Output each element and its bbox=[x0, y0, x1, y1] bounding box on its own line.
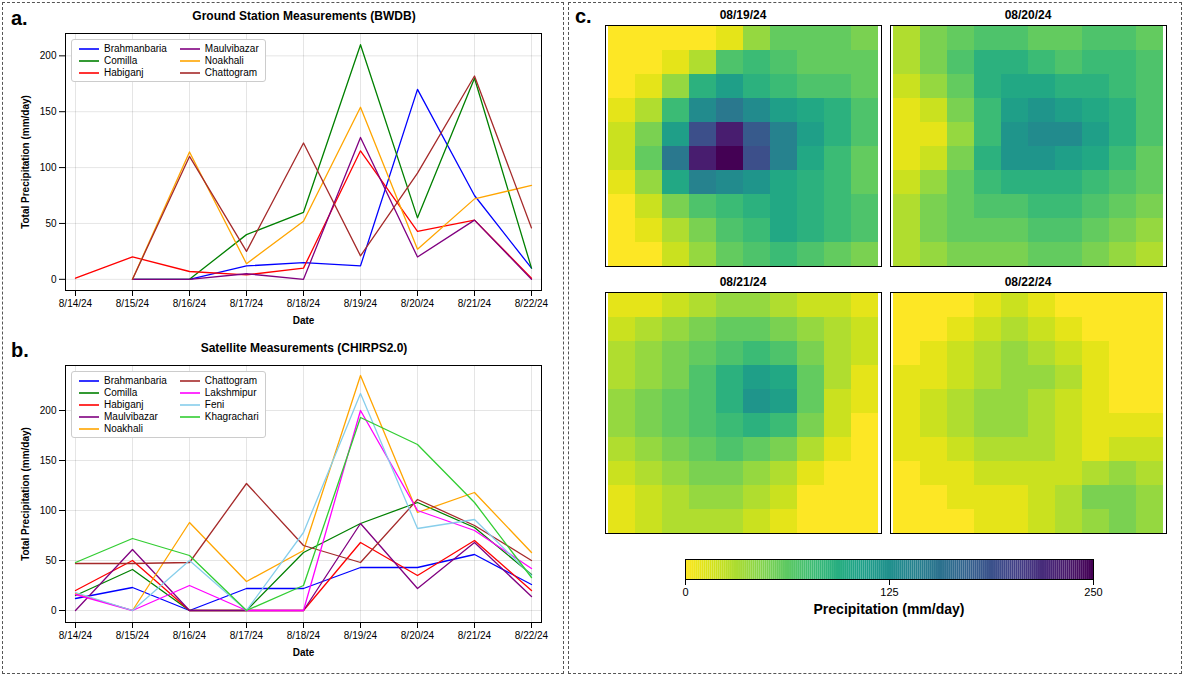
svg-text:8/18/24: 8/18/24 bbox=[287, 630, 321, 641]
svg-text:150: 150 bbox=[40, 455, 57, 466]
html-text:08/19/24: 08/19/24 bbox=[719, 8, 767, 22]
svg-text:8/14/24: 8/14/24 bbox=[59, 630, 93, 641]
svg-text:100: 100 bbox=[40, 162, 57, 173]
svg-text:8/22/24: 8/22/24 bbox=[515, 630, 549, 641]
html-text:Noakhali: Noakhali bbox=[204, 55, 244, 66]
svg-text:8/15/24: 8/15/24 bbox=[116, 298, 150, 309]
svg-text:8/18/24: 8/18/24 bbox=[287, 298, 321, 309]
html-text:Feni: Feni bbox=[204, 399, 225, 410]
svg-text:8/16/24: 8/16/24 bbox=[173, 298, 207, 309]
html-text:Precipitation (mm/day): Precipitation (mm/day) bbox=[813, 601, 965, 617]
svg-text:Date: Date bbox=[293, 315, 315, 326]
html-text:Lakshmipur: Lakshmipur bbox=[204, 387, 257, 398]
svg-text:8/15/24: 8/15/24 bbox=[116, 630, 150, 641]
svg-text:150: 150 bbox=[40, 106, 57, 117]
svg-text:8/16/24: 8/16/24 bbox=[173, 630, 207, 641]
html-text:08/20/24: 08/20/24 bbox=[1004, 8, 1052, 22]
html-text:a.: a. bbox=[11, 7, 28, 29]
svg-text:0: 0 bbox=[51, 605, 57, 616]
html-text:Maulvibazar: Maulvibazar bbox=[104, 411, 158, 422]
svg-text:8/20/24: 8/20/24 bbox=[401, 298, 435, 309]
svg-text:8/14/24: 8/14/24 bbox=[59, 298, 93, 309]
html-text:b.: b. bbox=[11, 339, 29, 361]
html-text:Brahmanbaria: Brahmanbaria bbox=[104, 43, 167, 54]
svg-text:8/22/24: 8/22/24 bbox=[515, 298, 549, 309]
svg-text:8/19/24: 8/19/24 bbox=[344, 298, 378, 309]
html-text:Brahmanbaria: Brahmanbaria bbox=[104, 375, 167, 386]
html-text:Comilla: Comilla bbox=[104, 387, 138, 398]
html-text:Maulvibazar: Maulvibazar bbox=[204, 43, 259, 54]
svg-text:8/17/24: 8/17/24 bbox=[230, 298, 264, 309]
svg-text:50: 50 bbox=[45, 555, 57, 566]
html-text:Ground Station Measurements (B: Ground Station Measurements (BWDB) bbox=[192, 9, 416, 23]
svg-text:200: 200 bbox=[40, 50, 57, 61]
svg-text:0: 0 bbox=[682, 586, 688, 598]
html-text:Chattogram: Chattogram bbox=[204, 375, 258, 386]
svg-text:Date: Date bbox=[293, 647, 315, 658]
html-text:Comilla: Comilla bbox=[104, 55, 138, 66]
svg-text:8/19/24: 8/19/24 bbox=[344, 630, 378, 641]
html-text:08/21/24: 08/21/24 bbox=[719, 275, 767, 289]
svg-text:8/17/24: 8/17/24 bbox=[230, 630, 264, 641]
html-text:Chattogram: Chattogram bbox=[204, 67, 258, 78]
svg-text:50: 50 bbox=[45, 218, 57, 229]
html-text:08/22/24: 08/22/24 bbox=[1004, 275, 1052, 289]
html-text:c.: c. bbox=[575, 5, 592, 27]
svg-text:Total Precipitation (mm/day): Total Precipitation (mm/day) bbox=[20, 95, 31, 229]
svg-text:200: 200 bbox=[40, 405, 57, 416]
svg-text:125: 125 bbox=[880, 586, 898, 598]
html-text:Habiganj: Habiganj bbox=[104, 399, 144, 410]
svg-text:100: 100 bbox=[40, 505, 57, 516]
html-text:Khagrachari: Khagrachari bbox=[204, 411, 259, 422]
svg-text:8/20/24: 8/20/24 bbox=[401, 630, 435, 641]
svg-text:0: 0 bbox=[51, 274, 57, 285]
html-text:Habiganj: Habiganj bbox=[104, 67, 144, 78]
svg-text:8/21/24: 8/21/24 bbox=[458, 298, 492, 309]
html-text:Noakhali: Noakhali bbox=[104, 423, 143, 434]
svg-text:Total Precipitation (mm/day): Total Precipitation (mm/day) bbox=[20, 427, 31, 561]
svg-text:8/21/24: 8/21/24 bbox=[458, 630, 492, 641]
svg-text:250: 250 bbox=[1084, 586, 1102, 598]
html-text:Satellite Measurements (CHIRPS: Satellite Measurements (CHIRPS2.0) bbox=[200, 341, 408, 355]
